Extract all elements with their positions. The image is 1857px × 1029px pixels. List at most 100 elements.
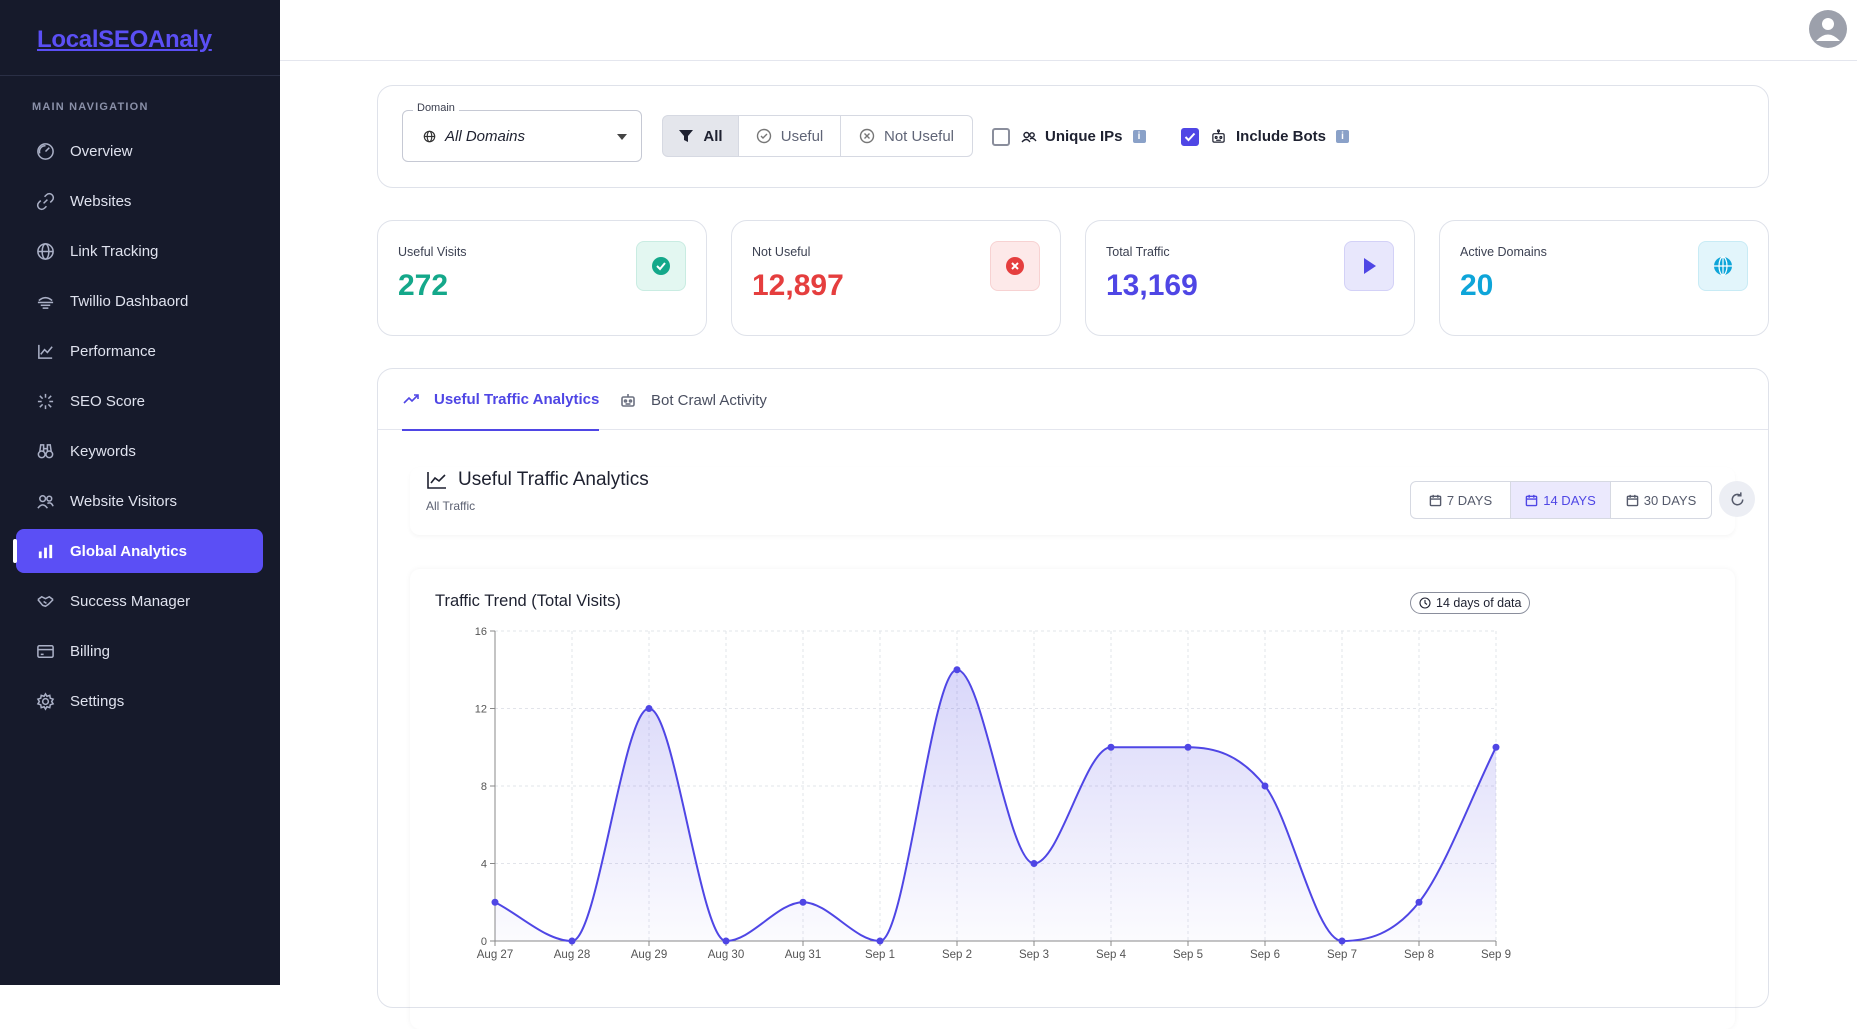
- range-7-days-button[interactable]: 7 DAYS: [1411, 482, 1511, 518]
- x-tick-label: Sep 6: [1250, 949, 1280, 961]
- data-point: [1030, 860, 1038, 867]
- x-tick-label: Sep 3: [1019, 949, 1049, 961]
- info-icon[interactable]: i: [1336, 130, 1350, 143]
- sidebar-item-label: Websites: [70, 192, 132, 210]
- data-point: [722, 937, 730, 945]
- data-point: [799, 898, 807, 906]
- analytics-header: Useful Traffic Analytics All Traffic 7 D…: [410, 467, 1755, 535]
- sidebar-item-label: Global Analytics: [70, 542, 187, 560]
- tab-useful-traffic[interactable]: Useful Traffic Analytics: [402, 369, 600, 431]
- include-bots-option: Include Bots i: [1211, 128, 1350, 145]
- range-label: 30 DAYS: [1643, 492, 1697, 508]
- sidebar-item-success-manager[interactable]: Success Manager: [16, 579, 263, 623]
- tab-bar: Useful Traffic Analytics Bot Crawl Activ…: [378, 369, 1768, 431]
- chevron-down-icon: [617, 134, 627, 140]
- sidebar-item-label: Twillio Dashbaord: [70, 292, 189, 310]
- users-icon: [37, 494, 54, 509]
- x-tick-label: Aug 27: [477, 949, 513, 961]
- data-point: [568, 937, 576, 945]
- gauge-icon: [37, 142, 54, 160]
- not-useful-card: Not Useful 12,897: [731, 220, 1061, 336]
- data-point: [1107, 743, 1115, 751]
- x-tick-label: Sep 4: [1096, 949, 1127, 961]
- total-traffic-card: Total Traffic 13,169: [1085, 220, 1415, 336]
- robot-icon: [1212, 129, 1225, 143]
- refresh-icon: [1731, 491, 1743, 505]
- gear-icon: [36, 691, 55, 711]
- sidebar-item-label: Success Manager: [70, 592, 191, 610]
- unique-ips-checkbox[interactable]: [992, 128, 1010, 146]
- handshake-icon: [37, 595, 54, 607]
- filter-not-useful-button[interactable]: Not Useful: [841, 115, 973, 157]
- x-tick-label: Sep 7: [1327, 949, 1357, 961]
- sidebar-item-performance[interactable]: Performance: [16, 329, 263, 373]
- card-icon: [37, 644, 54, 658]
- analytics-subtitle: All Traffic: [426, 499, 476, 513]
- range-label: 7 DAYS: [1446, 492, 1493, 508]
- y-tick-label: 4: [481, 859, 487, 871]
- sidebar-item-label: Billing: [70, 642, 111, 660]
- sidebar-item-overview[interactable]: Overview: [16, 129, 263, 173]
- app-logo[interactable]: LocalSEOAnaly: [37, 26, 212, 53]
- tab-label: Useful Traffic Analytics: [434, 390, 600, 408]
- info-icon[interactable]: i: [1132, 130, 1146, 143]
- stat-label: Useful Visits: [398, 245, 467, 259]
- traffic-trend-chart: 0 4 8 12 16 Aug 27 Aug 28 Aug 29 Aug 30 Aug 31 Sep…: [475, 626, 1511, 961]
- sidebar-item-label: Link Tracking: [70, 242, 159, 260]
- calendar-icon: [1429, 494, 1442, 506]
- globe-icon: [37, 242, 54, 260]
- sidebar-item-keywords[interactable]: Keywords: [16, 429, 263, 473]
- x-tick-label: Sep 2: [942, 949, 972, 961]
- sidebar-item-twillio-dashboard[interactable]: Twillio Dashbaord: [16, 279, 263, 323]
- domain-select[interactable]: Domain All Domains: [402, 102, 642, 162]
- user-avatar[interactable]: [1809, 10, 1847, 48]
- check-circle-icon: [636, 241, 686, 291]
- x-tick-label: Sep 1: [865, 949, 895, 961]
- sidebar-item-settings[interactable]: Settings: [16, 679, 263, 723]
- range-label: 14 DAYS: [1543, 492, 1596, 508]
- sidebar-item-seo-score[interactable]: SEO Score: [16, 379, 263, 423]
- clock-icon: [1419, 597, 1431, 609]
- sidebar-item-label: Keywords: [70, 442, 136, 460]
- top-bar: [280, 0, 1857, 61]
- filter-all-label: All: [703, 127, 723, 145]
- data-point: [1338, 937, 1346, 945]
- series-area-fill: [495, 669, 1496, 941]
- sidebar: LocalSEOAnaly MAIN NAVIGATION Overview W…: [0, 0, 280, 985]
- x-circle-icon: [859, 128, 875, 144]
- tab-label: Bot Crawl Activity: [651, 391, 767, 409]
- sidebar-item-websites[interactable]: Websites: [16, 179, 263, 223]
- nav-section-title: MAIN NAVIGATION: [32, 101, 149, 113]
- include-bots-label: Include Bots: [1236, 128, 1327, 145]
- range-14-days-button[interactable]: 14 DAYS: [1511, 482, 1611, 518]
- x-tick-label: Aug 31: [785, 949, 821, 961]
- globe-icon: [1698, 241, 1748, 291]
- sidebar-item-global-analytics[interactable]: Global Analytics: [13, 529, 263, 573]
- analytics-title: Useful Traffic Analytics: [426, 469, 649, 491]
- x-tick-label: Sep 9: [1481, 949, 1511, 961]
- data-point: [1261, 782, 1269, 790]
- chart-title: Traffic Trend (Total Visits): [435, 592, 621, 610]
- filter-icon: [679, 130, 694, 142]
- active-indicator: [13, 539, 17, 563]
- sidebar-item-website-visitors[interactable]: Website Visitors: [16, 479, 263, 523]
- sidebar-item-label: Overview: [70, 142, 133, 160]
- analytics-card: Useful Traffic Analytics Bot Crawl Activ…: [377, 368, 1769, 1008]
- x-tick-label: Sep 8: [1404, 949, 1434, 961]
- range-30-days-button[interactable]: 30 DAYS: [1611, 482, 1711, 518]
- sidebar-item-label: SEO Score: [70, 392, 146, 410]
- filter-all-button[interactable]: All: [662, 115, 739, 157]
- filter-not-useful-label: Not Useful: [883, 127, 955, 145]
- sidebar-item-link-tracking[interactable]: Link Tracking: [16, 229, 263, 273]
- useful-visits-card: Useful Visits 272: [377, 220, 707, 336]
- active-domains-card: Active Domains 20: [1439, 220, 1769, 336]
- filter-useful-button[interactable]: Useful: [739, 115, 841, 157]
- y-tick-label: 0: [481, 936, 487, 948]
- tab-bot-crawl[interactable]: Bot Crawl Activity: [619, 369, 767, 431]
- domain-select-value: All Domains: [445, 128, 526, 145]
- badge-label: 14 days of data: [1436, 596, 1522, 610]
- chart-line-icon: [427, 472, 446, 489]
- refresh-button[interactable]: [1719, 481, 1755, 517]
- sidebar-item-billing[interactable]: Billing: [16, 629, 263, 673]
- include-bots-checkbox[interactable]: [1181, 128, 1199, 146]
